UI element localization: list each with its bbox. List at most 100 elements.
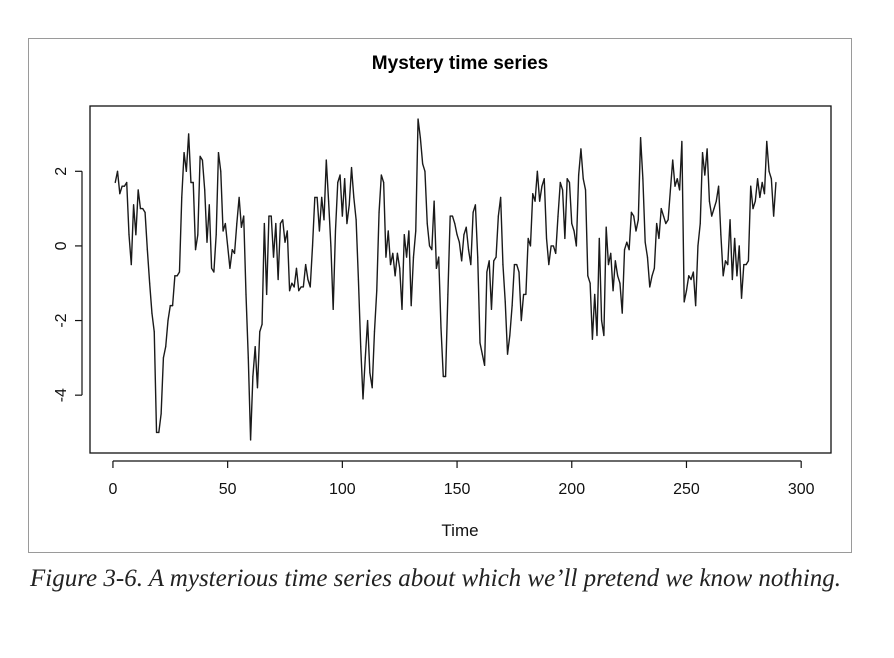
data-point (249, 439, 252, 441)
data-point (199, 155, 201, 157)
data-point (623, 249, 626, 251)
data-point (568, 181, 571, 184)
data-point (114, 181, 116, 184)
data-point (665, 222, 667, 225)
data-point (536, 170, 538, 172)
data-point (685, 290, 688, 292)
data-point (467, 249, 470, 251)
data-point (504, 301, 506, 303)
x-tick-label: 100 (329, 481, 356, 498)
data-point (167, 319, 169, 322)
data-point (672, 159, 674, 161)
data-point (355, 219, 357, 221)
data-point (720, 234, 722, 236)
data-point (743, 263, 745, 266)
data-point (155, 431, 158, 434)
data-point (282, 219, 284, 221)
x-tick-label: 300 (788, 481, 815, 498)
data-point (376, 290, 378, 292)
data-point (479, 342, 481, 344)
data-point (318, 230, 321, 232)
data-point (566, 178, 568, 180)
data-point (754, 200, 756, 202)
data-point (415, 230, 417, 232)
y-axis: -4 -2 0 2 (53, 167, 83, 402)
data-point (610, 252, 612, 254)
data-point (493, 260, 495, 262)
data-point (662, 215, 665, 217)
data-point (300, 286, 302, 288)
data-point (502, 263, 504, 266)
data-point (208, 204, 210, 206)
data-point (236, 222, 238, 225)
data-point (550, 245, 552, 247)
data-point (160, 413, 162, 415)
data-point (532, 193, 534, 195)
data-point (130, 263, 132, 266)
data-point (575, 245, 577, 247)
data-point (676, 178, 678, 180)
data-point (619, 282, 621, 284)
data-point (582, 178, 584, 180)
data-point (759, 196, 761, 199)
data-point (513, 263, 516, 266)
data-point (658, 237, 660, 240)
data-point (529, 245, 532, 247)
data-point (348, 204, 350, 206)
data-point (594, 293, 596, 296)
data-point (444, 375, 447, 378)
data-point (153, 331, 155, 333)
y-tick-label: -2 (53, 313, 70, 327)
data-point (458, 241, 460, 243)
data-point (311, 245, 314, 247)
data-point (649, 286, 651, 288)
data-point (277, 278, 279, 281)
x-tick-label: 200 (558, 481, 585, 498)
data-point (470, 263, 472, 266)
series-line (114, 118, 777, 441)
data-point (192, 181, 194, 184)
data-point (695, 305, 697, 307)
data-point (337, 181, 339, 184)
data-point (305, 263, 307, 266)
data-point (194, 249, 197, 251)
data-point (403, 234, 405, 236)
data-point (598, 237, 600, 240)
data-point (440, 327, 442, 329)
data-point (302, 286, 304, 288)
data-point (380, 174, 382, 176)
data-point (116, 170, 119, 172)
data-point (366, 319, 369, 322)
data-point (516, 263, 518, 266)
data-point (210, 267, 213, 269)
data-point (701, 152, 704, 154)
data-point (357, 278, 360, 281)
x-tick-label: 150 (444, 481, 471, 498)
data-point (617, 275, 619, 277)
data-point (600, 319, 603, 322)
data-point (213, 271, 215, 273)
data-point (197, 234, 199, 236)
data-point (325, 159, 327, 161)
data-point (128, 234, 130, 236)
data-point (132, 204, 135, 206)
data-point (309, 286, 311, 288)
data-point (201, 159, 204, 161)
data-point (770, 178, 772, 180)
data-point (268, 215, 270, 217)
data-point (681, 140, 683, 143)
data-point (378, 211, 380, 213)
data-point (483, 364, 486, 366)
data-point (227, 245, 229, 247)
data-point (330, 245, 332, 247)
plot-area-frame (89, 105, 832, 454)
data-point (394, 275, 396, 277)
data-point (727, 263, 729, 266)
data-point (646, 256, 649, 258)
data-point (543, 178, 545, 180)
data-point (231, 249, 233, 251)
data-point (206, 241, 208, 243)
data-point (224, 222, 226, 225)
data-point (651, 275, 653, 277)
data-point (713, 208, 715, 210)
